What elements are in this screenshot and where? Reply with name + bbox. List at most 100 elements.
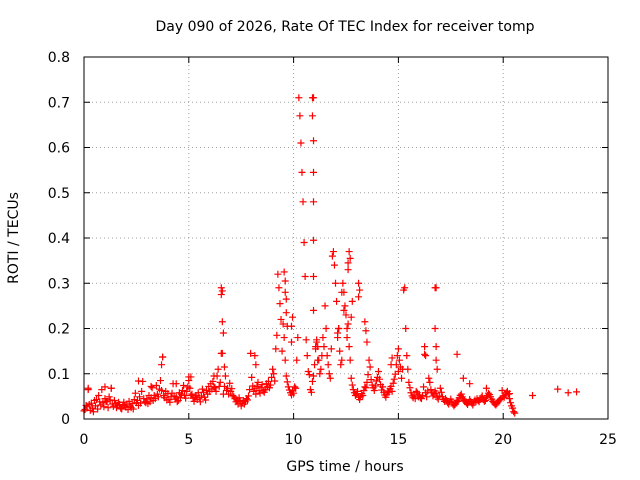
data-point	[382, 393, 390, 401]
data-point	[328, 252, 336, 260]
data-point	[325, 370, 333, 378]
data-point	[84, 384, 92, 392]
data-point	[314, 356, 322, 364]
data-point	[363, 378, 371, 386]
data-point	[324, 361, 332, 369]
data-point	[394, 367, 402, 375]
data-point	[481, 396, 489, 404]
data-point	[131, 389, 139, 397]
data-point	[333, 297, 341, 305]
data-point	[348, 297, 356, 305]
data-point	[273, 331, 281, 339]
y-axis-label: ROTI / TECUs	[6, 192, 22, 284]
data-point	[355, 279, 363, 287]
data-point	[436, 384, 444, 392]
data-point	[435, 392, 443, 400]
data-point	[485, 389, 493, 397]
data-point	[277, 315, 285, 323]
data-point	[321, 302, 329, 310]
data-point	[252, 390, 260, 398]
x-tick-label: 15	[389, 432, 407, 448]
data-point	[276, 300, 284, 308]
data-point	[406, 384, 414, 392]
data-point	[243, 396, 251, 404]
data-point	[110, 396, 118, 404]
data-point	[138, 387, 146, 395]
data-point	[296, 112, 304, 120]
data-point	[289, 313, 297, 321]
data-point	[210, 372, 218, 380]
data-point	[310, 198, 318, 206]
data-point	[312, 343, 320, 351]
data-point	[247, 349, 255, 357]
data-point	[288, 322, 296, 330]
data-point	[220, 363, 228, 371]
data-point	[95, 391, 103, 399]
data-point	[101, 383, 109, 391]
data-point	[307, 388, 315, 396]
data-point	[344, 320, 352, 328]
data-point	[188, 390, 196, 398]
data-point	[211, 384, 219, 392]
data-point	[310, 94, 318, 102]
data-point	[316, 370, 324, 378]
data-point	[343, 325, 351, 332]
data-point	[366, 363, 374, 371]
data-point	[180, 382, 188, 390]
data-point	[338, 356, 346, 364]
data-point	[272, 345, 280, 353]
data-point	[218, 287, 226, 295]
data-point	[303, 352, 311, 360]
data-point	[302, 336, 310, 344]
data-point	[498, 386, 506, 394]
data-point	[173, 398, 181, 406]
y-tick-label: 0.6	[48, 141, 70, 157]
data-point	[150, 391, 158, 399]
data-point	[209, 377, 217, 385]
data-point	[345, 343, 353, 351]
data-point	[105, 393, 113, 401]
data-point	[326, 374, 334, 382]
data-point	[198, 385, 206, 393]
data-point	[365, 356, 373, 364]
data-point	[404, 365, 412, 373]
data-point	[394, 345, 402, 353]
data-point	[281, 277, 289, 285]
data-point	[264, 377, 272, 385]
data-point	[335, 325, 343, 332]
data-point	[275, 284, 283, 292]
data-point	[480, 397, 488, 405]
data-point	[422, 352, 430, 360]
data-point	[212, 387, 220, 395]
data-point	[136, 393, 144, 401]
data-point	[323, 352, 331, 360]
data-point	[573, 388, 581, 396]
data-point	[509, 404, 517, 412]
data-point	[299, 198, 307, 206]
data-point	[402, 325, 410, 332]
data-point	[203, 386, 211, 394]
data-point	[453, 350, 461, 358]
data-point	[362, 384, 370, 392]
data-point	[459, 374, 467, 382]
data-point	[217, 284, 225, 292]
data-point	[158, 361, 166, 369]
data-point	[424, 387, 432, 395]
data-point	[104, 404, 112, 412]
data-point	[405, 378, 413, 386]
data-point	[371, 382, 379, 390]
data-point	[202, 396, 210, 404]
data-point	[322, 325, 330, 332]
data-point	[355, 293, 363, 301]
data-point	[235, 394, 243, 402]
data-point	[385, 388, 393, 396]
data-point	[367, 376, 375, 384]
data-point	[267, 381, 275, 389]
x-tick-label: 10	[285, 432, 303, 448]
data-point	[297, 139, 305, 147]
data-point	[329, 248, 337, 256]
data-point	[311, 361, 319, 369]
data-point	[423, 393, 431, 401]
data-point	[554, 385, 562, 393]
data-point	[310, 306, 318, 314]
